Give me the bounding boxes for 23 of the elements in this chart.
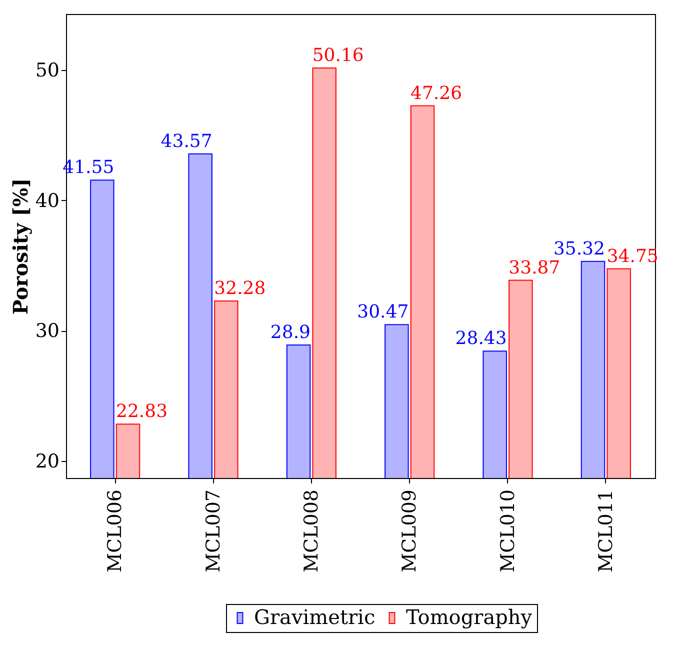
y-axis-title: Porosity [%]	[8, 178, 32, 315]
y-tick-label: 30	[35, 320, 60, 342]
data-label: 30.47	[357, 302, 409, 323]
data-label: 33.87	[508, 257, 560, 278]
data-label: 43.57	[160, 130, 212, 152]
x-tick-label: MCL006	[104, 490, 126, 572]
y-tick-label: 50	[35, 60, 60, 82]
data-label: 28.9	[270, 322, 310, 344]
x-tick-label: MCL011	[594, 490, 617, 572]
x-tick-label: MCL008	[300, 490, 322, 572]
x-tick-label: MCL007	[202, 490, 224, 572]
y-tick-label: 40	[35, 190, 60, 212]
data-label: 35.32	[553, 238, 605, 260]
x-tick-label: MCL010	[496, 490, 519, 572]
data-label: 47.26	[410, 82, 462, 104]
legend-label: Tomography	[406, 605, 533, 629]
data-label: 28.43	[455, 328, 507, 350]
x-tick-label: MCL009	[398, 490, 421, 572]
data-label: 50.16	[312, 44, 364, 66]
y-tick-label: 20	[35, 450, 60, 473]
legend-label: Gravimetric	[254, 605, 376, 629]
data-label: 22.83	[116, 401, 168, 422]
data-label: 32.28	[214, 278, 266, 299]
